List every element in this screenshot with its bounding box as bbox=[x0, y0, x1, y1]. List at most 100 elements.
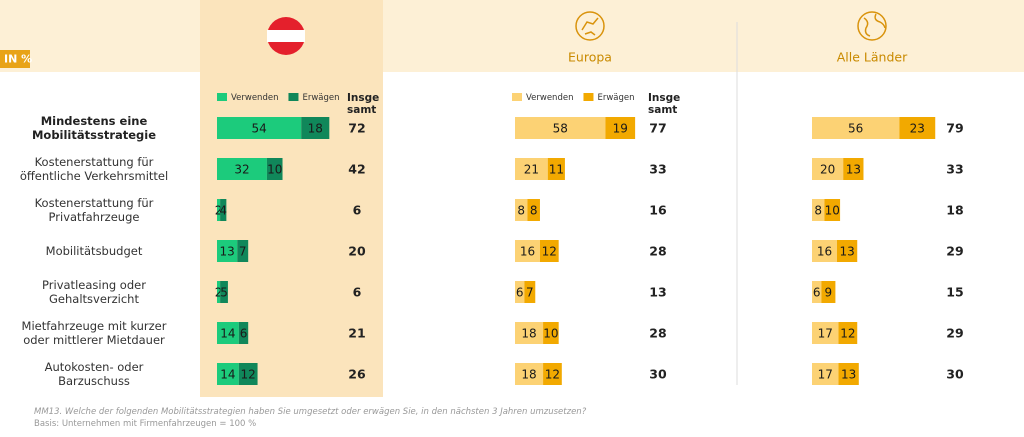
total-value: 13 bbox=[649, 285, 666, 300]
legend-swatch bbox=[583, 93, 594, 101]
category-label: Kostenerstattung für Privatfahrzeuge bbox=[34, 196, 154, 224]
bar-segment bbox=[812, 322, 839, 344]
footnote: MM13. Welche der folgenden Mobilitätsstr… bbox=[34, 407, 587, 417]
bar-segment bbox=[547, 158, 565, 180]
value-label: 18 bbox=[521, 327, 536, 341]
legend-swatch bbox=[512, 93, 522, 101]
bar-segment bbox=[217, 322, 239, 344]
legend-label: Erwägen bbox=[597, 93, 634, 103]
value-label: 11 bbox=[549, 163, 564, 177]
value-label: 5 bbox=[220, 286, 228, 300]
bar-segment bbox=[821, 281, 836, 303]
bar-segment bbox=[217, 158, 267, 180]
total-value: 16 bbox=[649, 203, 667, 218]
bar-segment bbox=[824, 199, 841, 221]
category-label: Privatleasing oder Gehaltsverzicht bbox=[42, 278, 146, 306]
total-value: 29 bbox=[946, 244, 963, 259]
value-label: 4 bbox=[219, 204, 227, 218]
value-label: 54 bbox=[251, 122, 266, 136]
footnote: Basis: Unternehmen mit Firmenfahrzeugen … bbox=[34, 419, 257, 429]
bar-segment bbox=[812, 199, 825, 221]
total-value: 29 bbox=[946, 326, 963, 341]
value-label: 8 bbox=[814, 204, 822, 218]
bar-segment bbox=[217, 281, 221, 303]
bar-segment bbox=[527, 199, 540, 221]
bar-segment bbox=[812, 158, 844, 180]
unit-label: IN % bbox=[4, 53, 32, 66]
bar-segment bbox=[812, 363, 839, 385]
value-label: 6 bbox=[516, 286, 524, 300]
total-header: Insge samt bbox=[347, 92, 379, 116]
panel-title: Europa bbox=[568, 50, 612, 65]
europe-icon bbox=[575, 11, 605, 41]
bar-segment bbox=[220, 281, 228, 303]
value-label: 14 bbox=[220, 327, 235, 341]
value-label: 6 bbox=[813, 286, 821, 300]
legend-label: Verwenden bbox=[231, 93, 278, 103]
value-label: 12 bbox=[545, 368, 560, 382]
value-label: 17 bbox=[818, 368, 833, 382]
total-value: 21 bbox=[348, 326, 365, 341]
value-label: 20 bbox=[820, 163, 835, 177]
total-value: 26 bbox=[348, 367, 366, 382]
total-value: 15 bbox=[946, 285, 963, 300]
value-label: 7 bbox=[239, 245, 247, 259]
value-label: 7 bbox=[526, 286, 534, 300]
value-label: 10 bbox=[267, 163, 282, 177]
bar-segment bbox=[812, 240, 837, 262]
bar-segment bbox=[843, 158, 864, 180]
value-label: 17 bbox=[818, 327, 833, 341]
value-label: 32 bbox=[234, 163, 249, 177]
value-label: 23 bbox=[910, 122, 925, 136]
bar-segment bbox=[539, 240, 559, 262]
value-label: 16 bbox=[520, 245, 535, 259]
value-label: 8 bbox=[530, 204, 538, 218]
value-label: 13 bbox=[219, 245, 234, 259]
bar-segment bbox=[515, 199, 528, 221]
total-value: 18 bbox=[946, 203, 963, 218]
value-label: 10 bbox=[825, 204, 840, 218]
bar-segment bbox=[899, 117, 936, 139]
total-header: Insge samt bbox=[648, 92, 680, 116]
bar-segment bbox=[838, 322, 858, 344]
legend-swatch bbox=[288, 93, 299, 101]
value-label: 2 bbox=[215, 204, 223, 218]
total-value: 72 bbox=[348, 121, 365, 136]
total-value: 77 bbox=[649, 121, 666, 136]
bar-segment bbox=[836, 240, 858, 262]
flag-icon bbox=[267, 17, 305, 55]
total-value: 30 bbox=[649, 367, 667, 382]
total-value: 6 bbox=[353, 285, 362, 300]
value-label: 10 bbox=[543, 327, 558, 341]
total-value: 33 bbox=[649, 162, 666, 177]
value-label: 56 bbox=[848, 122, 863, 136]
total-value: 6 bbox=[353, 203, 362, 218]
total-value: 28 bbox=[649, 244, 666, 259]
bar-segment bbox=[812, 117, 900, 139]
bar-segment bbox=[515, 117, 606, 139]
value-label: 13 bbox=[839, 245, 854, 259]
value-label: 8 bbox=[517, 204, 525, 218]
bar-segment bbox=[838, 363, 859, 385]
bar-segment bbox=[238, 322, 249, 344]
value-label: 13 bbox=[841, 368, 856, 382]
category-label: Mietfahrzeuge mit kurzer oder mittlerer … bbox=[21, 319, 167, 347]
value-label: 19 bbox=[613, 122, 628, 136]
total-value: 20 bbox=[348, 244, 366, 259]
unit-box bbox=[0, 50, 30, 68]
bar-segment bbox=[812, 281, 822, 303]
bar-segment bbox=[515, 322, 544, 344]
bar-segment bbox=[605, 117, 636, 139]
value-label: 2 bbox=[215, 286, 223, 300]
bar-segment bbox=[266, 158, 283, 180]
value-label: 16 bbox=[817, 245, 832, 259]
bar-segment bbox=[543, 322, 559, 344]
value-label: 13 bbox=[846, 163, 861, 177]
bar-segment bbox=[217, 117, 302, 139]
bar-segment bbox=[515, 281, 525, 303]
value-label: 12 bbox=[241, 368, 256, 382]
bar-segment bbox=[515, 240, 540, 262]
category-label: Mobilitätsbudget bbox=[45, 244, 143, 258]
